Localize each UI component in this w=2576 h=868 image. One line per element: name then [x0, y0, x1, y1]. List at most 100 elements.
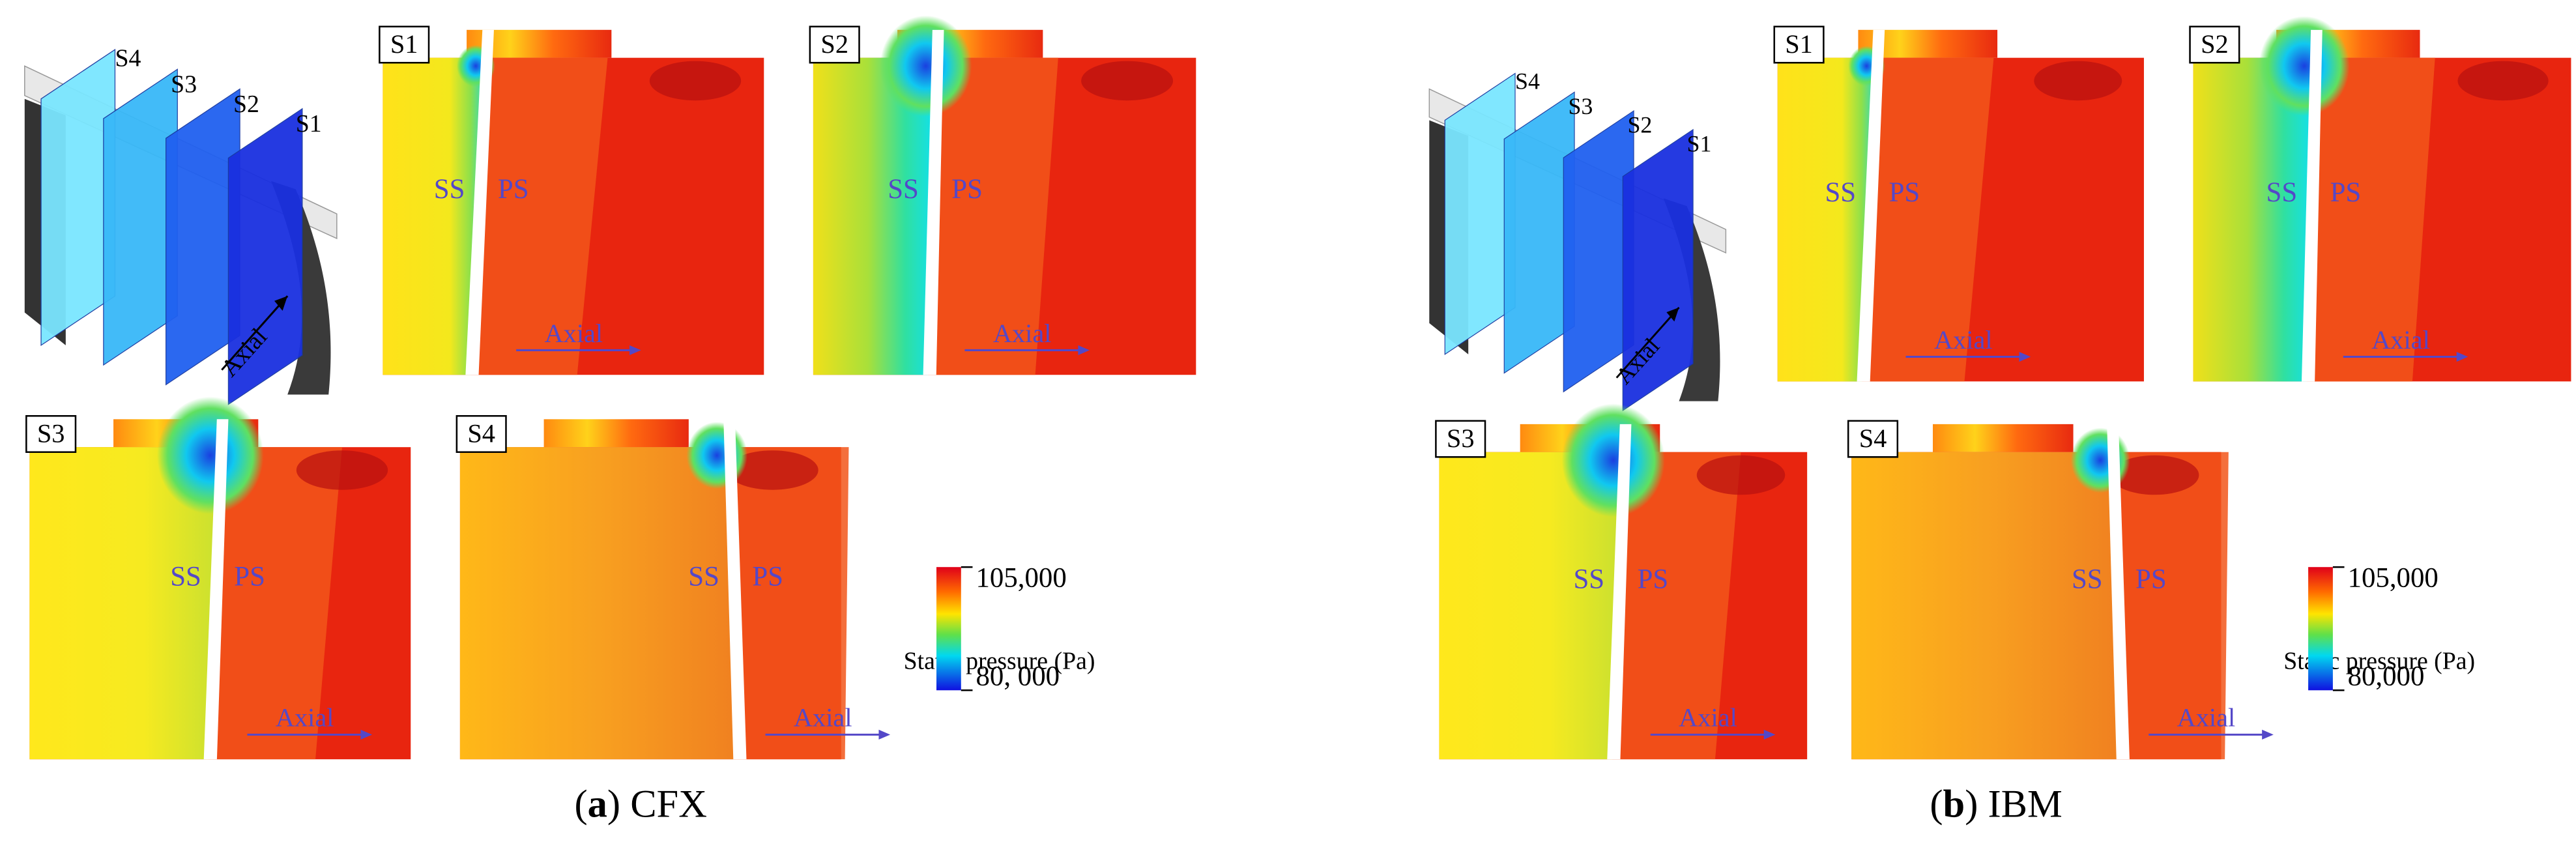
axial-arrowhead	[2456, 351, 2468, 362]
low-pressure-core	[1561, 403, 1665, 517]
section-label: S1	[390, 29, 418, 59]
ps-label: PS	[951, 174, 983, 205]
caption: (b) IBM	[1930, 782, 2062, 826]
high-pressure-patch	[649, 61, 742, 101]
section-label: S3	[37, 419, 65, 448]
low-pressure-core	[880, 15, 972, 117]
suction-side-field	[1439, 452, 1623, 760]
low-pressure-core	[2259, 16, 2350, 116]
blade	[2301, 29, 2323, 382]
ss-label: SS	[434, 174, 465, 205]
ps-label: PS	[2135, 564, 2167, 594]
low-pressure-core	[2070, 427, 2130, 493]
high-pressure-patch	[296, 450, 388, 490]
suction-side-field	[459, 447, 738, 760]
axial-arrow	[1615, 306, 1680, 379]
colorbar-min-label: 80,000	[2348, 661, 2425, 692]
blade	[1857, 29, 1885, 382]
suction-side-field	[1851, 452, 2122, 760]
ps-label: PS	[498, 174, 529, 205]
high-pressure-patch	[2034, 61, 2122, 101]
colorbar-max-label: 105,000	[2348, 562, 2439, 593]
mid-band	[470, 57, 608, 375]
axial-label: Axial	[1679, 703, 1737, 732]
contour-section: S1 SS PS Axial	[1773, 25, 2144, 382]
high-pressure-patch	[1696, 455, 1786, 495]
section-label: S2	[820, 29, 848, 59]
axial-label: Axial	[545, 319, 603, 348]
section-label: S1	[1785, 29, 1813, 59]
label-box	[379, 25, 430, 64]
inset-section-label: S3	[1568, 93, 1593, 119]
blade	[2107, 424, 2130, 760]
axial-arrowhead	[878, 729, 891, 740]
label-box	[1435, 420, 1486, 458]
axial-label: Axial	[276, 703, 334, 732]
colorbar-max-label: 105,000	[976, 562, 1067, 593]
ps-label: PS	[1889, 177, 1920, 208]
axial-arrowhead	[1666, 307, 1679, 322]
caption-open: (	[1930, 782, 1943, 826]
inset-section-label: S2	[1627, 112, 1652, 138]
high-pressure-patch	[727, 450, 818, 490]
label-box	[456, 415, 507, 453]
low-pressure-core	[156, 396, 264, 514]
caption-letter: a	[588, 782, 607, 826]
label-box	[2189, 25, 2240, 64]
colorbar	[2308, 567, 2333, 691]
colorbar-title: Static pressure (Pa)	[904, 648, 1095, 675]
suction-side-field	[2193, 57, 2315, 382]
panel: S4 S3 S2 S1 Axial S1 SS PS Axial S2 SS PS Axial S3 SS P…	[24, 15, 1196, 826]
contour-section: S2 SS PS Axial	[2189, 16, 2571, 382]
contour-section: S4 SS PS Axial	[456, 415, 891, 760]
blade	[723, 419, 747, 760]
section-label: S2	[2201, 29, 2229, 59]
suction-side-field	[29, 447, 220, 760]
panel: S4 S3 S2 S1 Axial S1 SS PS Axial S2 SS PS Axial S3 SS P…	[1428, 16, 2571, 826]
suction-side-field	[1777, 57, 1877, 382]
contour-section: S2 SS PS Axial	[809, 15, 1196, 375]
caption-open: (	[575, 782, 588, 826]
inset-section-label: S4	[1515, 68, 1540, 94]
high-pressure-patch	[2457, 61, 2549, 101]
blade	[923, 29, 944, 375]
suction-side-field	[383, 57, 486, 375]
contour-section: S1 SS PS Axial	[379, 25, 764, 375]
colorbar	[936, 567, 961, 691]
ps-label: PS	[2330, 177, 2362, 208]
mid-band	[928, 57, 1058, 375]
section-label: S3	[1447, 424, 1475, 453]
ss-label: SS	[170, 561, 201, 592]
mid-band	[2306, 57, 2435, 382]
label-box	[25, 415, 77, 453]
contour-section: S3 SS PS Axial	[25, 396, 411, 760]
caption-text: ) IBM	[1965, 782, 2062, 826]
inset-section-label: S3	[171, 71, 197, 98]
label-box	[1847, 420, 1899, 458]
high-pressure-patch	[2110, 455, 2199, 495]
axial-arrow	[221, 295, 289, 371]
axial-label: Axial	[1934, 325, 1993, 354]
axial-arrowhead	[1078, 345, 1090, 355]
contour-section: S3 SS PS Axial	[1435, 403, 1808, 760]
blade	[465, 29, 494, 375]
ps-label: PS	[752, 561, 783, 592]
blade	[1607, 424, 1632, 760]
mid-band	[209, 447, 342, 760]
axial-arrowhead	[2262, 729, 2274, 740]
section-plane	[1622, 128, 1694, 412]
axial-label: Axial	[993, 319, 1052, 348]
section-plane	[227, 108, 303, 405]
axial-arrowhead	[2019, 351, 2031, 362]
mid-band	[727, 447, 849, 760]
mid-band	[2110, 452, 2229, 760]
inset-section-label: S2	[233, 91, 259, 118]
axial-label: Axial	[2177, 703, 2236, 732]
high-pressure-patch	[1081, 61, 1174, 101]
section-label: S4	[1859, 424, 1887, 453]
section-label: S4	[467, 419, 495, 448]
ss-label: SS	[2072, 564, 2103, 594]
